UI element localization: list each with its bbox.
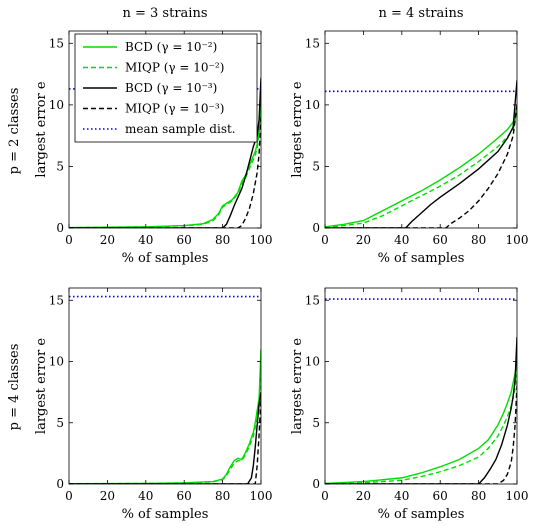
x-tick-label: 80 bbox=[215, 489, 230, 503]
y-tick-label: 15 bbox=[49, 293, 64, 307]
y-tick-label: 0 bbox=[56, 221, 64, 235]
x-tick-label: 60 bbox=[433, 233, 448, 247]
chart-panel-3: 0 20 40 60 80 100 0 5 10 15 % of samples largest er… bbox=[34, 287, 273, 522]
y-tick-label: 10 bbox=[49, 355, 64, 369]
row-label-p2: p = 2 classes bbox=[7, 88, 22, 175]
y-tick-label: 15 bbox=[305, 293, 320, 307]
legend-label-4: MIQP (γ = 10⁻³) bbox=[125, 102, 224, 116]
legend-label-1: BCD (γ = 10⁻²) bbox=[125, 40, 217, 54]
x-tick-label: 0 bbox=[321, 233, 329, 247]
plot-frame bbox=[68, 287, 262, 485]
x-tick-label: 100 bbox=[250, 233, 273, 247]
chart-panel-1: 0 20 40 60 80 100 0 5 10 15 % of samples largest er… bbox=[34, 30, 273, 266]
x-tick-label: 60 bbox=[177, 233, 192, 247]
series-line-2 bbox=[69, 367, 261, 484]
x-tick-label: 20 bbox=[356, 489, 371, 503]
chart-panel-4: 0 20 40 60 80 100 0 5 10 15 % of samples largest er… bbox=[290, 287, 529, 522]
legend-label-3: BCD (γ = 10⁻³) bbox=[125, 81, 217, 95]
series-line-1 bbox=[325, 361, 517, 484]
series-line-4 bbox=[325, 385, 517, 484]
series-line-3 bbox=[325, 80, 517, 228]
x-tick-label: 20 bbox=[356, 233, 371, 247]
y-tick-label: 5 bbox=[56, 159, 64, 173]
series-line-1 bbox=[69, 349, 261, 484]
column-title-n3: n = 3 strains bbox=[123, 6, 208, 21]
series-line-2 bbox=[325, 373, 517, 484]
y-tick-label: 15 bbox=[305, 36, 320, 50]
x-tick-label: 0 bbox=[65, 233, 73, 247]
x-tick-label: 80 bbox=[471, 233, 486, 247]
y-tick-label: 15 bbox=[49, 36, 64, 50]
x-tick-label: 0 bbox=[321, 489, 329, 503]
row-label-p4: p = 4 classes bbox=[7, 344, 22, 431]
x-tick-label: 80 bbox=[471, 489, 486, 503]
y-axis-label: largest error e bbox=[290, 81, 305, 177]
series-line-4 bbox=[69, 398, 261, 484]
x-tick-label: 20 bbox=[100, 233, 115, 247]
y-tick-label: 5 bbox=[56, 416, 64, 430]
x-tick-label: 100 bbox=[506, 233, 529, 247]
series-line-4 bbox=[325, 104, 517, 228]
x-tick-label: 40 bbox=[394, 233, 409, 247]
column-title-n4: n = 4 strains bbox=[379, 6, 464, 21]
legend-label-2: MIQP (γ = 10⁻²) bbox=[125, 61, 224, 75]
series-line-2 bbox=[69, 109, 261, 228]
x-tick-label: 80 bbox=[215, 233, 230, 247]
x-axis-label: % of samples bbox=[122, 507, 209, 522]
y-tick-label: 5 bbox=[312, 159, 320, 173]
y-tick-label: 0 bbox=[56, 477, 64, 491]
series-line-1 bbox=[325, 107, 517, 228]
y-tick-label: 0 bbox=[312, 221, 320, 235]
x-tick-label: 20 bbox=[100, 489, 115, 503]
series-line-2 bbox=[325, 110, 517, 228]
plot-frame bbox=[324, 287, 518, 485]
x-tick-label: 60 bbox=[177, 489, 192, 503]
legend: BCD (γ = 10⁻²) MIQP (γ = 10⁻²) BCD (γ = 10… bbox=[74, 33, 258, 143]
series-line-3 bbox=[325, 336, 517, 484]
x-tick-label: 40 bbox=[138, 233, 153, 247]
plot-frame bbox=[68, 30, 262, 229]
x-axis-label: % of samples bbox=[122, 251, 209, 266]
series-line-4 bbox=[69, 117, 261, 228]
plot-frame bbox=[324, 30, 518, 229]
x-axis-label: % of samples bbox=[378, 507, 465, 522]
y-axis-label: largest error e bbox=[34, 81, 49, 177]
x-axis-label: % of samples bbox=[378, 251, 465, 266]
y-axis-label: largest error e bbox=[290, 338, 305, 434]
x-tick-label: 60 bbox=[433, 489, 448, 503]
y-tick-label: 10 bbox=[305, 355, 320, 369]
x-tick-label: 100 bbox=[250, 489, 273, 503]
y-tick-label: 0 bbox=[312, 477, 320, 491]
x-tick-label: 0 bbox=[65, 489, 73, 503]
legend-label-5: mean sample dist. bbox=[125, 122, 236, 136]
x-tick-label: 40 bbox=[138, 489, 153, 503]
y-tick-label: 5 bbox=[312, 416, 320, 430]
x-tick-label: 100 bbox=[506, 489, 529, 503]
y-tick-label: 10 bbox=[305, 98, 320, 112]
series-line-3 bbox=[69, 392, 261, 484]
y-tick-label: 10 bbox=[49, 98, 64, 112]
chart-panel-2: 0 20 40 60 80 100 0 5 10 15 % of samples largest er… bbox=[290, 30, 529, 266]
y-axis-label: largest error e bbox=[34, 338, 49, 434]
x-tick-label: 40 bbox=[394, 489, 409, 503]
